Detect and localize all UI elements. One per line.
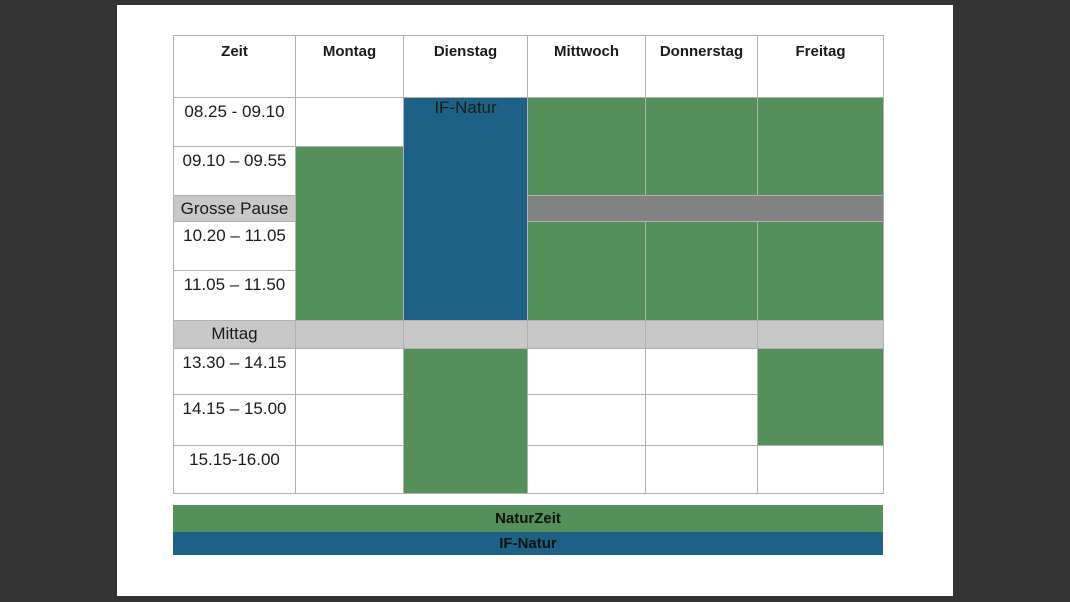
block-dienstag-if-natur: IF-Natur — [403, 97, 528, 321]
header-mittwoch: Mittwoch — [527, 35, 646, 98]
header-zeit: Zeit — [173, 35, 296, 98]
header-row: Zeit Montag Dienstag Mittwoch Donnerstag… — [173, 35, 884, 98]
block-dienstag-naturzeit-pm — [403, 348, 528, 494]
legend: NaturZeit IF-Natur — [173, 505, 883, 555]
time-0825-0910: 08.25 - 09.10 — [173, 97, 296, 147]
time-1415-1500: 14.15 – 15.00 — [173, 394, 296, 446]
time-0910-0955: 09.10 – 09.55 — [173, 146, 296, 196]
document-page: Zeit Montag Dienstag Mittwoch Donnerstag… — [117, 5, 953, 596]
cell-montag-1330 — [295, 348, 404, 395]
block-mittwoch-naturzeit-early — [527, 97, 646, 196]
header-donnerstag: Donnerstag — [645, 35, 758, 98]
cell-donnerstag-mittag — [645, 320, 758, 349]
time-1020-1105: 10.20 – 11.05 — [173, 221, 296, 271]
cell-montag-mittag — [295, 320, 404, 349]
row-1105-1150: 11.05 – 11.50 — [173, 270, 884, 321]
time-1330-1415: 13.30 – 14.15 — [173, 348, 296, 395]
block-grosse-pause — [527, 195, 884, 222]
time-mittag: Mittag — [173, 320, 296, 349]
cell-montag-1515 — [295, 445, 404, 494]
block-donnerstag-naturzeit-late — [645, 221, 758, 321]
cell-mittwoch-1330 — [527, 348, 646, 395]
row-1515-1600: 15.15-16.00 — [173, 445, 884, 494]
header-montag: Montag — [295, 35, 404, 98]
legend-if-natur-bar: IF-Natur — [173, 532, 883, 555]
cell-mittwoch-1515 — [527, 445, 646, 494]
cell-dienstag-mittag — [403, 320, 528, 349]
cell-donnerstag-1415 — [645, 394, 758, 446]
cell-mittwoch-mittag — [527, 320, 646, 349]
row-1330-1415: 13.30 – 14.15 — [173, 348, 884, 494]
header-dienstag: Dienstag — [403, 35, 528, 98]
cell-freitag-mittag — [757, 320, 884, 349]
row-1020-1105: 10.20 – 11.05 — [173, 221, 884, 321]
time-grosse-pause: Grosse Pause — [173, 195, 296, 222]
block-freitag-naturzeit-late — [757, 221, 884, 321]
row-mittag: Mittag — [173, 320, 884, 349]
cell-mittwoch-1415 — [527, 394, 646, 446]
block-freitag-naturzeit-pm — [757, 348, 884, 446]
row-grosse-pause: Grosse Pause — [173, 195, 884, 222]
block-montag-naturzeit — [295, 146, 404, 321]
row-0825-0910: 08.25 - 09.10 IF-Natur — [173, 97, 884, 321]
row-1415-1500: 14.15 – 15.00 — [173, 394, 884, 446]
cell-montag-0825 — [295, 97, 404, 147]
legend-naturzeit-bar: NaturZeit — [173, 505, 883, 532]
block-donnerstag-naturzeit-early — [645, 97, 758, 196]
cell-donnerstag-1515 — [645, 445, 758, 494]
block-freitag-naturzeit-early — [757, 97, 884, 196]
time-1515-1600: 15.15-16.00 — [173, 445, 296, 494]
header-freitag: Freitag — [757, 35, 884, 98]
timetable: Zeit Montag Dienstag Mittwoch Donnerstag… — [173, 35, 884, 494]
time-1105-1150: 11.05 – 11.50 — [173, 270, 296, 321]
row-0910-0955: 09.10 – 09.55 — [173, 146, 884, 321]
cell-freitag-1515 — [757, 445, 884, 494]
cell-donnerstag-1330 — [645, 348, 758, 395]
block-mittwoch-naturzeit-late — [527, 221, 646, 321]
cell-montag-1415 — [295, 394, 404, 446]
